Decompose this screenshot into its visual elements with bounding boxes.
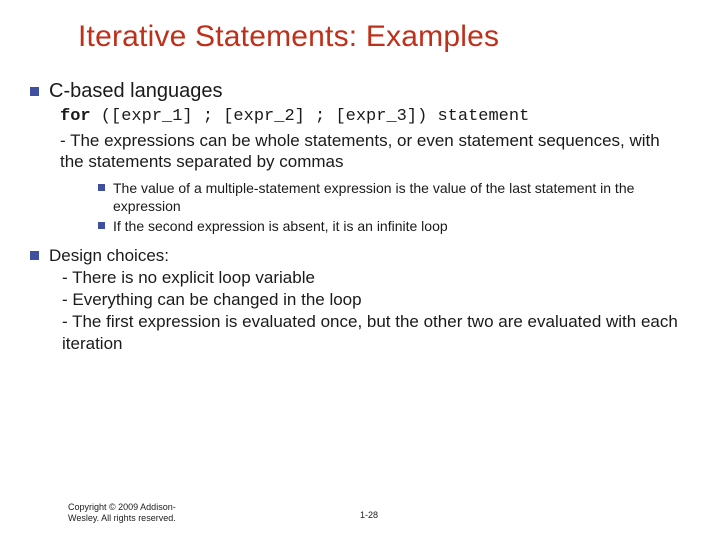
sub-bullet-text: The value of a multiple-statement expres… xyxy=(113,179,692,215)
section-heading: C-based languages xyxy=(28,80,692,103)
square-bullet-icon xyxy=(98,222,105,229)
design-heading: Design choices: xyxy=(49,246,169,265)
square-bullet-icon xyxy=(30,251,39,260)
square-bullet-icon xyxy=(98,184,105,191)
sub-bullet-item: If the second expression is absent, it i… xyxy=(98,217,692,235)
code-syntax: for ([expr_1] ; [expr_2] ; [expr_3]) sta… xyxy=(60,107,692,126)
sub-bullet-item: The value of a multiple-statement expres… xyxy=(98,179,692,215)
copyright-footer: Copyright © 2009 Addison- Wesley. All ri… xyxy=(68,502,228,525)
design-line: - Everything can be changed in the loop xyxy=(62,289,680,311)
design-choices-block: Design choices: - There is no explicit l… xyxy=(28,245,692,355)
page-number: 1-28 xyxy=(360,510,378,520)
explanation-paragraph: - The expressions can be whole statement… xyxy=(60,130,684,173)
design-line: - There is no explicit loop variable xyxy=(62,267,680,289)
sub-bullet-list: The value of a multiple-statement expres… xyxy=(98,179,692,236)
copyright-line-2: Wesley. All rights reserved. xyxy=(68,513,176,523)
sub-bullet-text: If the second expression is absent, it i… xyxy=(113,217,692,235)
design-line: - The first expression is evaluated once… xyxy=(62,311,680,355)
section-heading-text: C-based languages xyxy=(49,80,222,102)
code-rest: ([expr_1] ; [expr_2] ; [expr_3]) stateme… xyxy=(91,107,530,126)
square-bullet-icon xyxy=(30,87,39,96)
copyright-line-1: Copyright © 2009 Addison- xyxy=(68,502,176,512)
slide-title: Iterative Statements: Examples xyxy=(78,20,692,54)
code-keyword: for xyxy=(60,107,91,126)
